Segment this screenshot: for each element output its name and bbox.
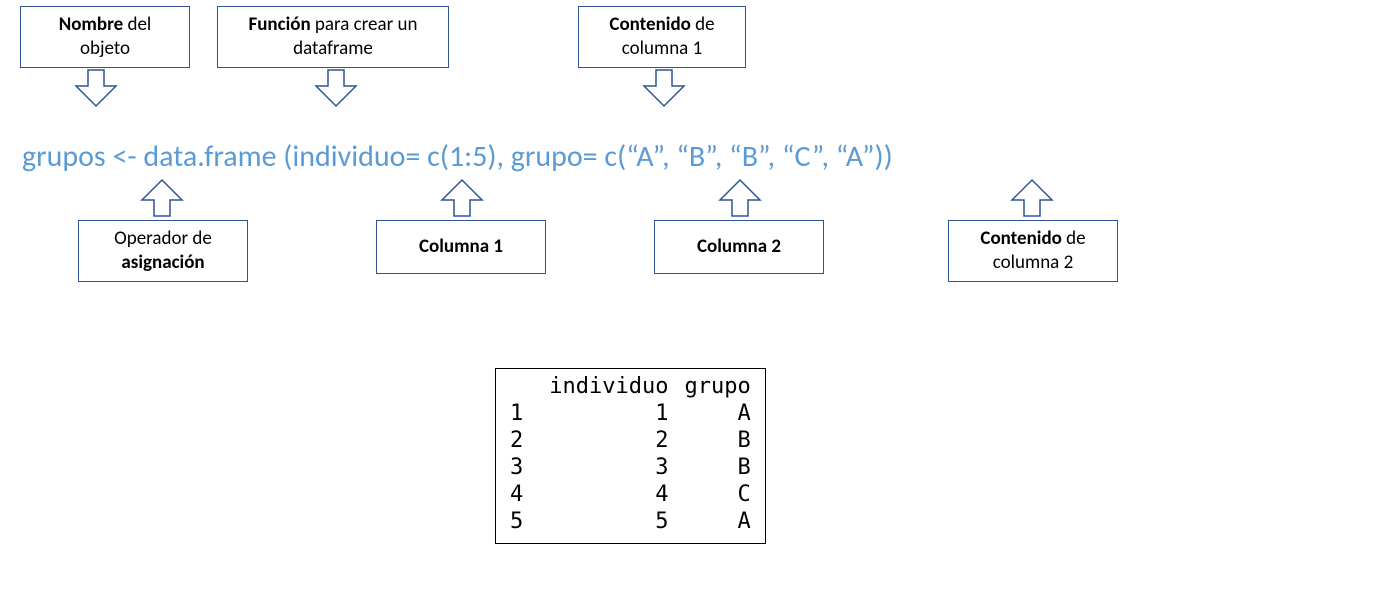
output-table: individuo grupo 1 1 A 2 2 B 3 3 B 4 4 C … <box>495 368 766 544</box>
label-contenido1: Contenido de columna 1 <box>578 6 746 68</box>
table-row: 2 2 B <box>504 427 757 454</box>
table-row: 3 3 B <box>504 454 757 481</box>
cell-grupo: A <box>678 400 756 427</box>
cell-grupo: C <box>678 481 756 508</box>
cell-individuo: 3 <box>543 454 678 481</box>
label-bold: Columna 2 <box>697 235 781 258</box>
arrow-up-icon <box>138 178 186 218</box>
label-bold: Función <box>249 13 311 36</box>
arrow-up-icon <box>1008 178 1056 218</box>
row-index: 2 <box>504 427 543 454</box>
label-bold: Columna 1 <box>419 235 503 258</box>
dataframe-table: individuo grupo 1 1 A 2 2 B 3 3 B 4 4 C … <box>504 373 757 535</box>
cell-individuo: 5 <box>543 508 678 535</box>
label-bold: asignación <box>121 251 204 274</box>
label-col2: Columna 2 <box>654 220 824 274</box>
arrow-down-icon <box>72 68 120 108</box>
col-header-grupo: grupo <box>678 373 756 400</box>
col-header-individuo: individuo <box>543 373 678 400</box>
cell-individuo: 4 <box>543 481 678 508</box>
arrow-down-icon <box>312 68 360 108</box>
table-row: 5 5 A <box>504 508 757 535</box>
row-index: 4 <box>504 481 543 508</box>
label-funcion: Función para crear un dataframe <box>217 6 449 68</box>
label-contenido2: Contenido de columna 2 <box>948 220 1118 282</box>
cell-grupo: B <box>678 454 756 481</box>
label-pre: Operador de <box>114 227 212 250</box>
row-index: 3 <box>504 454 543 481</box>
table-header-row: individuo grupo <box>504 373 757 400</box>
cell-grupo: A <box>678 508 756 535</box>
code-line: grupos <- data.frame (individuo= c(1:5),… <box>22 138 893 175</box>
row-index: 1 <box>504 400 543 427</box>
table-row: 1 1 A <box>504 400 757 427</box>
arrow-up-icon <box>438 178 486 218</box>
row-index: 5 <box>504 508 543 535</box>
table-row: 4 4 C <box>504 481 757 508</box>
cell-individuo: 1 <box>543 400 678 427</box>
label-bold: Contenido <box>609 13 690 36</box>
label-operador: Operador de asignación <box>78 220 248 282</box>
cell-individuo: 2 <box>543 427 678 454</box>
arrow-up-icon <box>716 178 764 218</box>
label-bold: Nombre <box>59 13 124 36</box>
cell-grupo: B <box>678 427 756 454</box>
arrow-down-icon <box>640 68 688 108</box>
label-rest: para crear un dataframe <box>293 13 417 60</box>
label-nombre: Nombre del objeto <box>20 6 190 68</box>
table-corner <box>504 373 543 400</box>
label-bold: Contenido <box>980 227 1061 250</box>
label-col1: Columna 1 <box>376 220 546 274</box>
